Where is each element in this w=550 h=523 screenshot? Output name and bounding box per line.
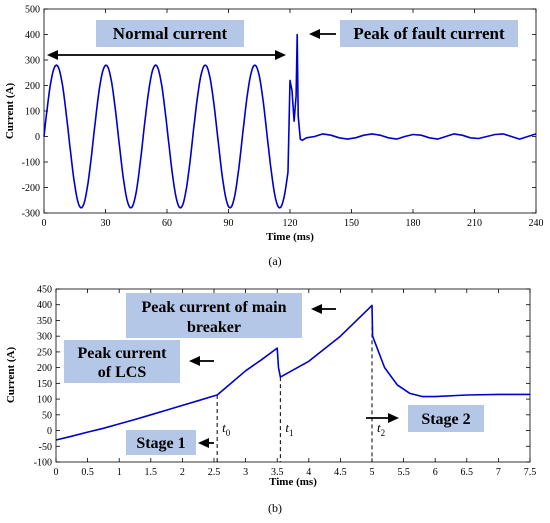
x-tick-label-a: 120: [283, 218, 298, 229]
y-tick-label-a: 200: [25, 81, 40, 92]
y-tick-label-b: -50: [39, 442, 52, 453]
annotation-stage-2: Stage 2: [421, 411, 470, 428]
series-line-b: [55, 304, 530, 441]
arrow-peak-fault: [309, 29, 336, 39]
arrow-peak-lcs: [189, 356, 214, 366]
annotation-box-peak-lcs: [64, 340, 180, 383]
y-tick-label-b: -100: [34, 458, 52, 469]
y-tick-label-b: 250: [37, 347, 52, 358]
annotation-box-peak-main-breaker: [126, 293, 302, 338]
annotation-peak-lcs-line1: Peak current: [77, 345, 167, 362]
annotation-peak-lcs-line2: of LCS: [98, 364, 147, 381]
y-tick-label-b: 350: [37, 316, 52, 327]
arrow-peak-main-breaker: [311, 304, 336, 314]
x-tick-label-b: 4: [306, 467, 311, 478]
y-tick-label-a: -300: [22, 209, 40, 220]
x-tick-label-a: 90: [224, 218, 234, 229]
marker-label: t0: [222, 420, 231, 438]
y-tick-label-a: -200: [22, 183, 40, 194]
series-group-a: [43, 33, 537, 209]
y-tick-label-b: 100: [37, 395, 52, 406]
y-tick-label-a: 400: [25, 30, 40, 41]
x-tick-label-a: 210: [467, 218, 482, 229]
x-tick-label-b: 2: [180, 467, 185, 478]
series-line-a: [43, 33, 537, 209]
x-tick-label-a: 60: [162, 218, 172, 229]
x-tick-label-a: 30: [101, 218, 111, 229]
x-tick-label-a: 0: [42, 218, 47, 229]
x-tick-label-a: 180: [406, 218, 421, 229]
arrow-stage-2: [366, 413, 399, 423]
y-tick-label-b: 50: [42, 410, 52, 421]
annotation-box-normal-current: [96, 20, 244, 47]
x-tick-label-a: 150: [344, 218, 359, 229]
marker-label-sub: 2: [381, 428, 386, 438]
x-tick-label-b: 5.5: [397, 467, 410, 478]
y-tick-label-a: 0: [35, 132, 40, 143]
panel-label-b: (b): [268, 501, 282, 515]
marker-label: t1: [285, 420, 293, 438]
series-group-b: [55, 304, 530, 441]
axis-ticks-b: 0 0.5 1 1.5 2 2.5 3 3.5 4 4.5 5 5.5 6 6.5 7 7.5 -100 -50 0…: [34, 285, 537, 479]
y-tick-label-a: 500: [25, 5, 40, 16]
x-tick-label-b: 0: [54, 467, 59, 478]
x-tick-label-b: 7: [496, 467, 501, 478]
x-tick-label-b: 1: [117, 467, 122, 478]
marker-label: t2: [377, 420, 385, 438]
annotation-box-peak-fault: [340, 20, 518, 47]
y-tick-label-b: 200: [37, 363, 52, 374]
y-axis-label-a: Current (A): [4, 83, 16, 140]
x-tick-label-b: 3.5: [271, 467, 284, 478]
y-tick-label-a: 300: [25, 56, 40, 67]
axis-ticks-a: 0 30 60 90 120 150 180 210 240 -300 -200 -100 0 100 20…: [22, 5, 544, 230]
marker-label-sub: 0: [226, 428, 231, 438]
panel-label-a: (a): [268, 254, 281, 268]
x-tick-label-b: 4.5: [334, 467, 347, 478]
x-tick-label-b: 1.5: [145, 467, 158, 478]
y-tick-label-a: 100: [25, 107, 40, 118]
annotation-peak-main-line2: breaker: [187, 319, 241, 336]
x-tick-label-b: 3: [243, 467, 248, 478]
x-tick-label-b: 7.5: [524, 467, 537, 478]
y-tick-label-b: 400: [37, 300, 52, 311]
annotation-box-stage-1: [126, 430, 196, 455]
y-tick-label-b: 450: [37, 285, 52, 296]
x-tick-label-b: 0.5: [81, 467, 94, 478]
marker-label-sub: 1: [289, 428, 294, 438]
x-axis-label-a: Time (ms): [266, 231, 314, 243]
annotation-peak-main-line1: Peak current of main: [141, 299, 286, 316]
x-axis-label-b: Time (ms): [269, 476, 317, 488]
annotation-normal-current: Normal current: [113, 24, 228, 43]
annotation-peak-fault: Peak of fault current: [353, 24, 505, 43]
y-tick-label-b: 0: [47, 426, 52, 437]
y-tick-label-b: 150: [37, 379, 52, 390]
double-arrow-normal-current: [47, 50, 286, 60]
annotation-box-stage-2: [408, 405, 484, 432]
y-tick-label-b: 300: [37, 332, 52, 343]
y-axis-label-b: Current (A): [5, 347, 17, 404]
arrow-stage-1: [198, 438, 214, 448]
x-tick-label-b: 6.5: [461, 467, 474, 478]
x-tick-label-b: 5: [370, 467, 375, 478]
stage-markers: t0 t1 t2: [216, 305, 385, 462]
x-tick-label-b: 2.5: [208, 467, 221, 478]
panel-b: 0 0.5 1 1.5 2 2.5 3 3.5 4 4.5 5 5.5 6 6.5 7 7.5 -100 -50 0…: [5, 285, 536, 516]
panel-a: 0 30 60 90 120 150 180 210 240 -300 -200 -100 0 100 20…: [4, 5, 544, 269]
x-tick-label-a: 240: [529, 218, 544, 229]
y-tick-label-a: -100: [22, 158, 40, 169]
annotation-stage-1: Stage 1: [136, 435, 185, 452]
x-tick-label-b: 6: [433, 467, 438, 478]
